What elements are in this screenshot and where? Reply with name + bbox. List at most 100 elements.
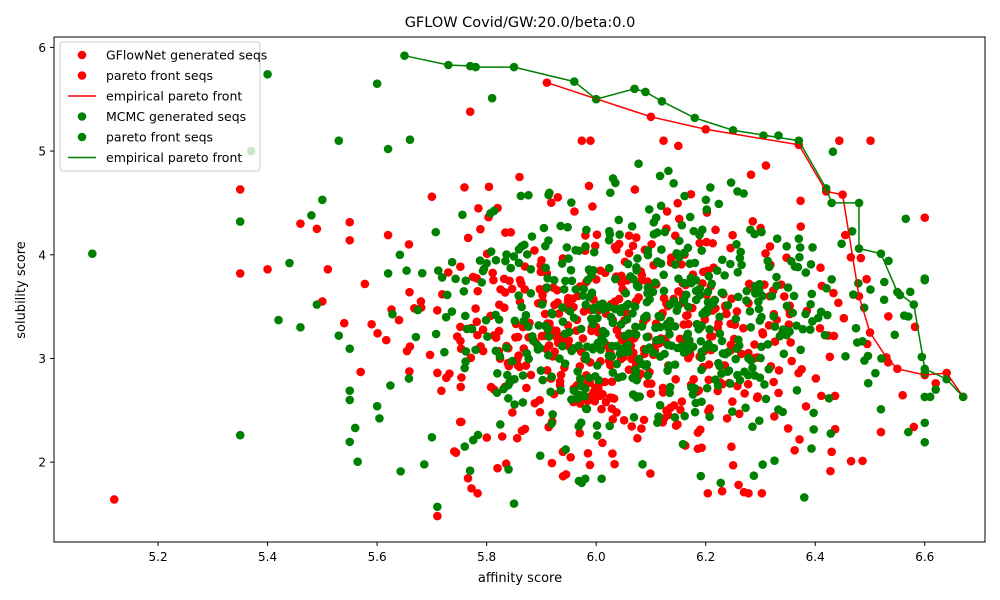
gflownet-point — [345, 217, 355, 227]
legend-marker — [77, 71, 87, 80]
gflownet-point — [473, 330, 482, 340]
x-tick-label: 6.4 — [806, 550, 825, 564]
mcmc-point — [877, 354, 886, 363]
mcmc-point — [665, 388, 674, 398]
mcmc-point — [518, 398, 528, 407]
mcmc-point — [462, 324, 472, 334]
mcmc-point — [757, 227, 766, 237]
gflownet-point — [704, 375, 713, 385]
gflownet-point — [796, 222, 806, 231]
mcmc-point — [783, 283, 793, 292]
gflownet-point — [619, 415, 629, 425]
mcmc-point — [683, 302, 693, 312]
gflownet-point — [544, 341, 554, 350]
legend-marker — [77, 132, 87, 142]
plot-frame — [53, 36, 986, 543]
gflownet-point — [575, 428, 585, 438]
mcmc-point — [592, 421, 602, 430]
mcmc-point — [684, 335, 694, 345]
mcmc-point — [345, 386, 355, 396]
gflownet-point — [463, 473, 473, 483]
mcmc-point — [539, 223, 549, 233]
mcmc-point — [504, 380, 513, 390]
chart-title: GFLOW Covid/GW:20.0/beta:0.0 — [405, 15, 636, 31]
x-tick-label: 6.6 — [915, 550, 934, 564]
mcmc-point — [491, 255, 501, 265]
mcmc-point — [695, 284, 705, 293]
x-tick-label: 5.2 — [149, 550, 168, 564]
mcmc-point — [737, 260, 746, 270]
mcmc-point — [538, 375, 548, 385]
gflownet-point — [552, 332, 561, 342]
gflownet-point — [381, 335, 391, 345]
mcmc-point — [544, 236, 553, 245]
mcmc-point — [796, 345, 805, 355]
mcmc-point — [545, 188, 554, 198]
gflownet-point — [717, 486, 727, 496]
mcmc-point — [884, 256, 893, 266]
y-tick-label: 2 — [38, 456, 46, 470]
legend: GFlowNet generated seqs pareto front seqs… — [59, 41, 267, 172]
mcmc-point — [486, 247, 496, 256]
mcmc-point — [723, 300, 733, 310]
gflownet-point — [515, 172, 524, 182]
mcmc-point — [789, 291, 799, 301]
x-tick-label: 5.4 — [258, 550, 277, 564]
gflownet-point — [646, 469, 655, 478]
mcmc-point — [556, 221, 565, 231]
gflownet-point — [743, 379, 753, 389]
mcmc-point — [517, 302, 526, 312]
mcmc-point — [742, 286, 752, 296]
gflownet-point — [708, 238, 718, 248]
gflownet-point — [597, 404, 606, 414]
mcmc-point — [541, 263, 551, 273]
gflownet-point — [634, 293, 643, 302]
gflownet-point — [373, 329, 382, 338]
mcmc-point — [876, 404, 886, 414]
mcmc-point — [643, 283, 653, 292]
mcmc-point — [905, 287, 915, 297]
mcmc-point — [441, 312, 451, 322]
mcmc-point — [605, 421, 615, 431]
mcmc-point — [701, 195, 711, 205]
gflownet-point — [437, 386, 446, 396]
gflownet-point — [367, 319, 376, 329]
mcmc-point — [746, 356, 756, 365]
gflownet-point — [732, 307, 742, 316]
mcmc-point — [556, 386, 566, 395]
mcmc-point — [580, 392, 590, 401]
legend-label: empirical pareto front — [106, 89, 242, 104]
y-tick-label: 5 — [38, 145, 46, 159]
mcmc-point — [285, 258, 294, 268]
mcmc-point — [641, 361, 651, 371]
mcmc-point — [353, 457, 362, 467]
mcmc-point — [727, 407, 737, 416]
gflownet-point — [546, 198, 556, 207]
mcmc-point — [828, 147, 838, 157]
mcmc-point — [460, 442, 470, 451]
mcmc-point — [670, 360, 680, 369]
mcmc-point — [778, 407, 788, 417]
gflownet-point — [610, 297, 620, 307]
gflownet-point — [489, 331, 499, 340]
gflownet-point — [774, 388, 783, 398]
mcmc-point — [543, 350, 553, 360]
gflownet-point — [497, 432, 507, 441]
gflownet-point — [898, 390, 907, 400]
mcmc-point — [654, 311, 663, 321]
mcmc-point — [750, 371, 759, 380]
gflownet-point — [662, 406, 671, 415]
mcmc-point — [558, 303, 567, 312]
mcmc-point — [674, 236, 684, 246]
gflownet-point — [876, 427, 886, 437]
gflownet-point — [512, 433, 522, 443]
mcmc-point — [691, 398, 701, 408]
mcmc-point — [763, 256, 772, 266]
mcmc-point — [717, 255, 727, 265]
mcmc-point — [733, 267, 743, 277]
mcmc-point — [540, 321, 550, 331]
mcmc-point — [743, 370, 753, 380]
mcmc-point — [680, 411, 689, 421]
gflownet-point — [473, 286, 483, 296]
gflownet-point — [505, 276, 514, 286]
